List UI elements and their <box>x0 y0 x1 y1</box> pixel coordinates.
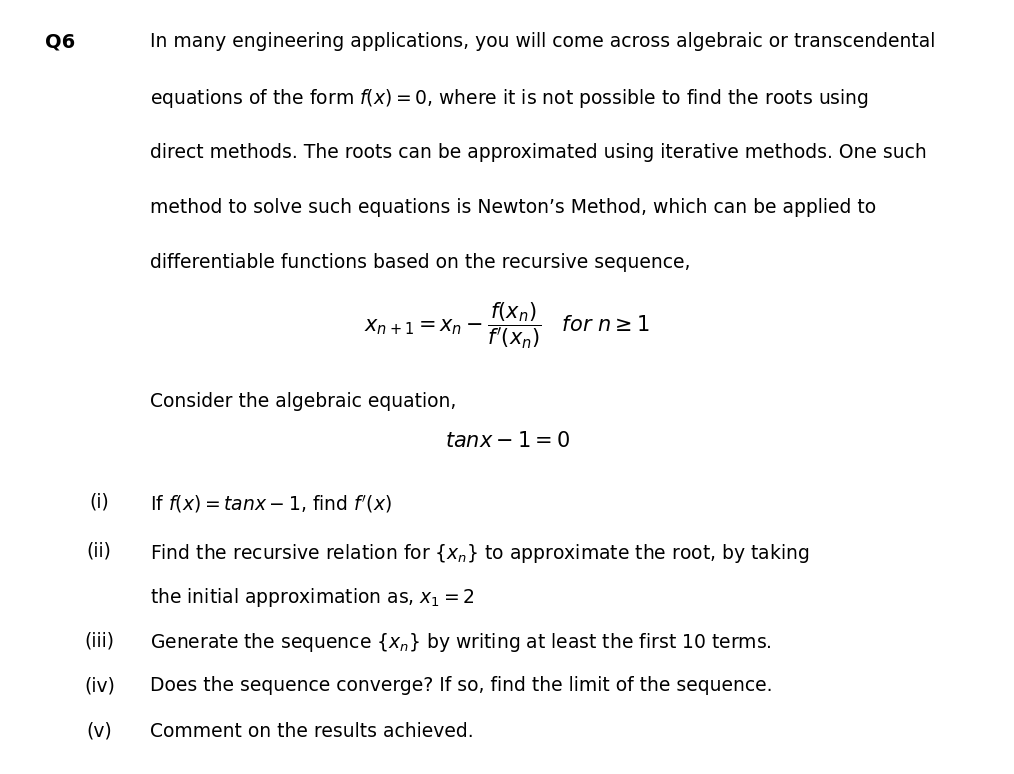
Text: Consider the algebraic equation,: Consider the algebraic equation, <box>150 392 456 411</box>
Text: the initial approximation as, $x_1 = 2$: the initial approximation as, $x_1 = 2$ <box>150 586 475 608</box>
Text: $\mathit{tanx} - 1 = 0$: $\mathit{tanx} - 1 = 0$ <box>444 431 570 450</box>
Text: differentiable functions based on the recursive sequence,: differentiable functions based on the re… <box>150 253 691 272</box>
Text: Comment on the results achieved.: Comment on the results achieved. <box>150 721 474 741</box>
Text: (iii): (iii) <box>84 632 115 650</box>
Text: In many engineering applications, you will come across algebraic or transcendent: In many engineering applications, you wi… <box>150 33 936 51</box>
Text: If $f(x) = \mathit{tanx} - 1$, find $f'(x)$: If $f(x) = \mathit{tanx} - 1$, find $f'(… <box>150 493 392 515</box>
Text: Find the recursive relation for $\{x_n\}$ to approximate the root, by taking: Find the recursive relation for $\{x_n\}… <box>150 542 809 565</box>
Text: direct methods. The roots can be approximated using iterative methods. One such: direct methods. The roots can be approxi… <box>150 142 927 162</box>
Text: (iv): (iv) <box>84 676 115 695</box>
Text: (ii): (ii) <box>86 542 112 561</box>
Text: $x_{n+1} = x_n - \dfrac{f(x_n)}{f'(x_n)}$   $for\ n \geq 1$: $x_{n+1} = x_n - \dfrac{f(x_n)}{f'(x_n)}… <box>364 300 650 351</box>
Text: (i): (i) <box>89 493 108 512</box>
Text: Generate the sequence $\{x_n\}$ by writing at least the first 10 terms.: Generate the sequence $\{x_n\}$ by writi… <box>150 632 772 654</box>
Text: equations of the form $f(x) = 0$, where it is not possible to find the roots usi: equations of the form $f(x) = 0$, where … <box>150 87 869 111</box>
Text: Does the sequence converge? If so, find the limit of the sequence.: Does the sequence converge? If so, find … <box>150 676 773 695</box>
Text: Q6: Q6 <box>45 33 75 51</box>
Text: method to solve such equations is Newton’s Method, which can be applied to: method to solve such equations is Newton… <box>150 198 876 217</box>
Text: (v): (v) <box>86 721 112 741</box>
